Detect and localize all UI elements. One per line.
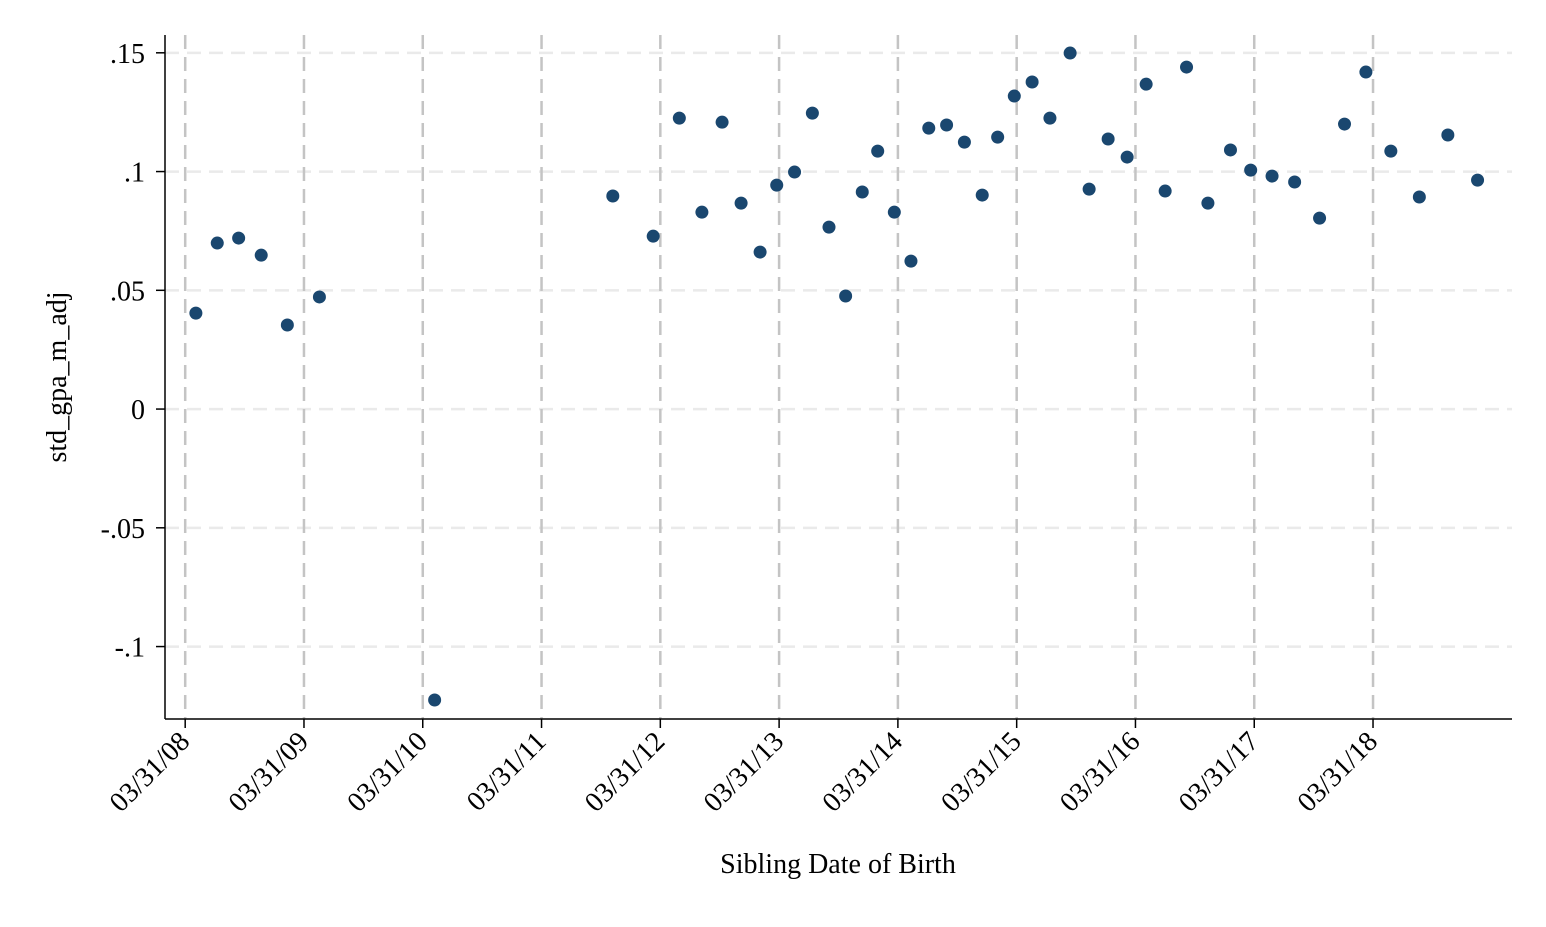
point	[1180, 60, 1194, 74]
x-axis-label: Sibling Date of Birth	[720, 849, 956, 880]
point	[1201, 196, 1215, 210]
point	[1244, 163, 1258, 177]
point	[1313, 211, 1327, 225]
point	[940, 118, 954, 132]
x-tick-label: 03/31/18	[1292, 726, 1384, 818]
point	[1288, 175, 1302, 189]
x-tick-label: 03/31/08	[104, 726, 196, 818]
point	[1120, 150, 1134, 164]
point	[1139, 77, 1153, 91]
point	[975, 188, 989, 202]
point	[991, 130, 1005, 144]
y-tick-label: .15	[110, 39, 145, 70]
y-axis-label: std_gpa_m_adj	[42, 291, 73, 462]
point	[822, 220, 836, 234]
point	[1441, 128, 1455, 142]
point	[232, 231, 246, 245]
y-tick-label: .1	[124, 158, 145, 189]
point	[788, 165, 802, 179]
x-tick-label: 03/31/10	[341, 726, 433, 818]
y-tick-label: -.05	[101, 514, 145, 545]
point	[695, 205, 709, 219]
point	[1223, 143, 1237, 157]
point	[805, 106, 819, 120]
point	[887, 205, 901, 219]
y-tick-label: -.1	[115, 633, 145, 664]
point	[189, 306, 203, 320]
point	[715, 115, 729, 129]
point	[922, 121, 936, 135]
point	[1158, 184, 1172, 198]
point	[1471, 173, 1485, 187]
x-tick-label: 03/31/12	[579, 726, 671, 818]
x-tick-label: 03/31/16	[1054, 726, 1146, 818]
y-tick-label: 0	[131, 395, 145, 426]
point	[280, 318, 294, 332]
point	[1338, 117, 1352, 131]
y-tick-label: .05	[110, 276, 145, 307]
point	[254, 248, 268, 262]
x-tick-label: 03/31/09	[223, 726, 315, 818]
x-tick-label: 03/31/17	[1173, 726, 1265, 818]
point	[210, 236, 224, 250]
point	[1412, 190, 1426, 204]
point	[1007, 89, 1021, 103]
point	[770, 178, 784, 192]
point	[1043, 111, 1057, 125]
point	[312, 290, 326, 304]
point	[1025, 75, 1039, 89]
point	[839, 289, 853, 303]
point	[646, 229, 660, 243]
point	[606, 189, 620, 203]
point	[1101, 132, 1115, 146]
point	[672, 111, 686, 125]
point	[871, 144, 885, 158]
point	[1265, 169, 1279, 183]
point	[1384, 144, 1398, 158]
point	[1082, 182, 1096, 196]
point	[428, 693, 442, 707]
point	[855, 185, 869, 199]
x-tick-label: 03/31/13	[698, 726, 790, 818]
point	[1063, 46, 1077, 60]
x-tick-label: 03/31/11	[461, 726, 553, 818]
point	[904, 254, 918, 268]
point	[734, 196, 748, 210]
point	[753, 245, 767, 259]
point	[957, 135, 971, 149]
x-tick-label: 03/31/15	[935, 726, 1027, 818]
x-tick-label: 03/31/14	[817, 726, 909, 818]
point	[1359, 65, 1373, 79]
